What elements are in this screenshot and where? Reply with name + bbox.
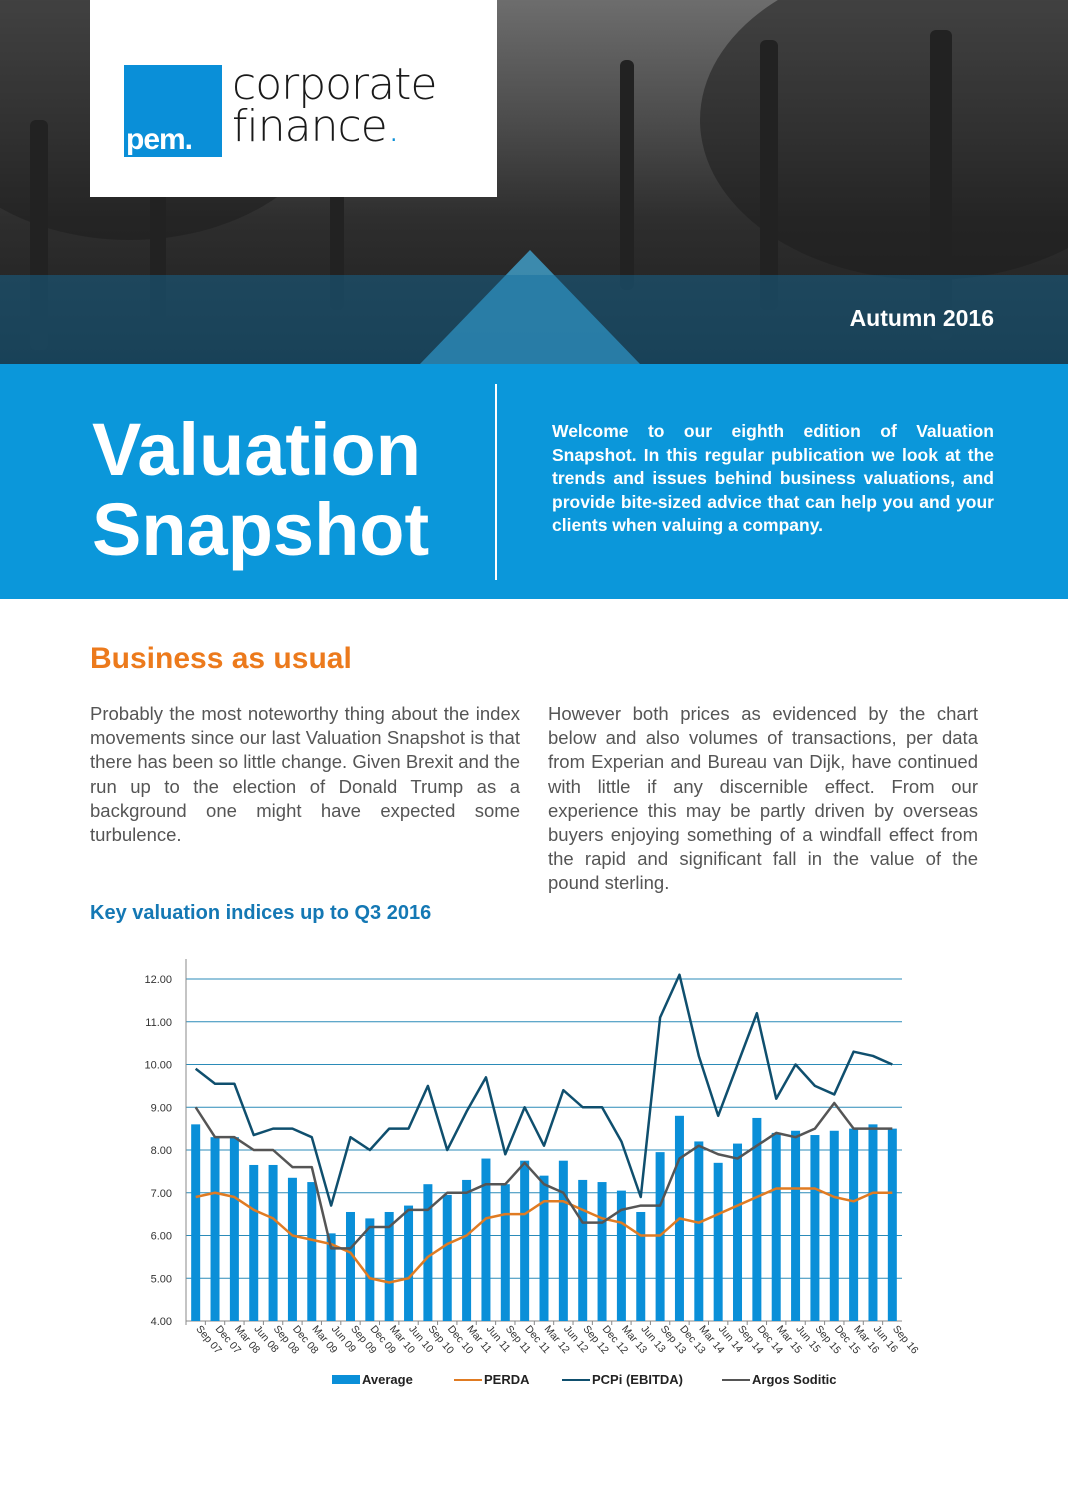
legend-pcpi: PCPi (EBITDA): [562, 1372, 683, 1387]
logo-line2: finance: [232, 101, 388, 152]
bar-mar-13: [616, 1190, 626, 1321]
legend-swatch: [722, 1378, 750, 1381]
bar-sep-15: [810, 1135, 820, 1321]
body-column-2: However both prices as evidenced by the …: [548, 703, 978, 894]
legend-label: PCPi (EBITDA): [592, 1372, 683, 1387]
y-tick-label: 12.00: [144, 974, 172, 986]
bar-jun-08: [249, 1164, 259, 1321]
body-column-1: Probably the most noteworthy thing about…: [90, 703, 520, 846]
y-tick-label: 7.00: [151, 1188, 172, 1200]
line-perda: [195, 1187, 893, 1284]
bar-dec-10: [442, 1194, 452, 1321]
line-pcpi-ebitda-: [194, 973, 893, 1207]
bar-jun-12: [558, 1160, 568, 1321]
legend-label: PERDA: [484, 1372, 530, 1387]
legend-perda: PERDA: [454, 1372, 530, 1387]
logo-mark: pem.: [124, 65, 222, 157]
y-tick-label: 11.00: [145, 1017, 172, 1029]
title-line2: Snapshot: [92, 488, 430, 571]
bar-jun-14: [713, 1162, 723, 1321]
bar-mar-08: [229, 1137, 239, 1321]
bar-sep-12: [578, 1179, 588, 1321]
bar-sep-11: [500, 1184, 510, 1321]
edition-label: Autumn 2016: [849, 305, 994, 331]
page-title: Valuation Snapshot: [92, 410, 429, 570]
line-argos-soditic: [194, 1101, 893, 1250]
tree-trunk: [330, 160, 344, 310]
divider: [495, 384, 497, 580]
bar-sep-09: [345, 1211, 355, 1321]
bar-mar-14: [694, 1141, 704, 1321]
bar-mar-11: [462, 1179, 472, 1321]
avenue-path: [420, 250, 640, 364]
y-tick-label: 8.00: [151, 1145, 172, 1157]
bar-sep-14: [733, 1143, 743, 1321]
legend-label: Argos Soditic: [752, 1372, 837, 1387]
bar-jun-16: [868, 1124, 878, 1321]
bar-sep-07: [191, 1124, 201, 1321]
tree-trunk: [760, 40, 778, 310]
intro-text: Welcome to our eighth edition of Valuati…: [552, 421, 994, 535]
title-line1: Valuation: [92, 408, 421, 491]
legend-label: Average: [362, 1372, 413, 1387]
bar-jun-09: [326, 1233, 336, 1321]
bar-sep-10: [423, 1184, 433, 1321]
bar-sep-08: [268, 1164, 278, 1321]
y-tick-label: 10.00: [144, 1060, 172, 1072]
bar-jun-11: [481, 1158, 491, 1321]
bar-mar-16: [849, 1128, 859, 1321]
legend-argos: Argos Soditic: [722, 1372, 837, 1387]
bar-dec-08: [287, 1177, 297, 1321]
legend-average: Average: [332, 1372, 413, 1387]
legend-swatch: [562, 1378, 590, 1381]
bar-jun-15: [791, 1130, 801, 1321]
title-band: Valuation Snapshot Welcome to our eighth…: [0, 364, 1068, 599]
bar-mar-15: [771, 1132, 781, 1321]
section-heading: Business as usual: [90, 642, 352, 675]
bar-dec-12: [597, 1182, 607, 1321]
y-tick-label: 4.00: [151, 1316, 172, 1328]
bar-dec-11: [520, 1160, 530, 1321]
tree-trunk: [620, 60, 634, 290]
legend-swatch: [332, 1375, 360, 1384]
chart-title: Key valuation indices up to Q3 2016: [90, 902, 432, 924]
bar-sep-16: [887, 1128, 897, 1321]
logo-line1: corporate: [232, 59, 437, 110]
logo: pem. corporate finance.: [90, 0, 497, 197]
bar-dec-09: [365, 1218, 375, 1321]
y-tick-label: 5.00: [151, 1273, 172, 1285]
bar-jun-13: [636, 1211, 646, 1321]
bar-dec-15: [829, 1130, 839, 1321]
bar-mar-10: [384, 1211, 394, 1321]
bar-mar-09: [307, 1182, 317, 1321]
tree-trunk: [30, 120, 48, 350]
y-tick-label: 9.00: [151, 1102, 172, 1114]
tree-trunk: [930, 30, 952, 340]
bar-dec-07: [210, 1137, 220, 1321]
tree-canopy: [700, 0, 1068, 280]
logo-mark-text: pem.: [126, 123, 193, 156]
valuation-chart: 4.005.006.007.008.009.0010.0011.0012.00S…: [144, 959, 921, 1357]
logo-wordmark: corporate finance.: [232, 59, 437, 152]
photo-tint: [0, 275, 1068, 364]
bar-dec-14: [752, 1117, 762, 1321]
y-tick-label: 6.00: [151, 1231, 172, 1243]
bar-jun-10: [404, 1205, 414, 1321]
legend-swatch: [454, 1378, 482, 1381]
bar-mar-12: [539, 1175, 549, 1321]
